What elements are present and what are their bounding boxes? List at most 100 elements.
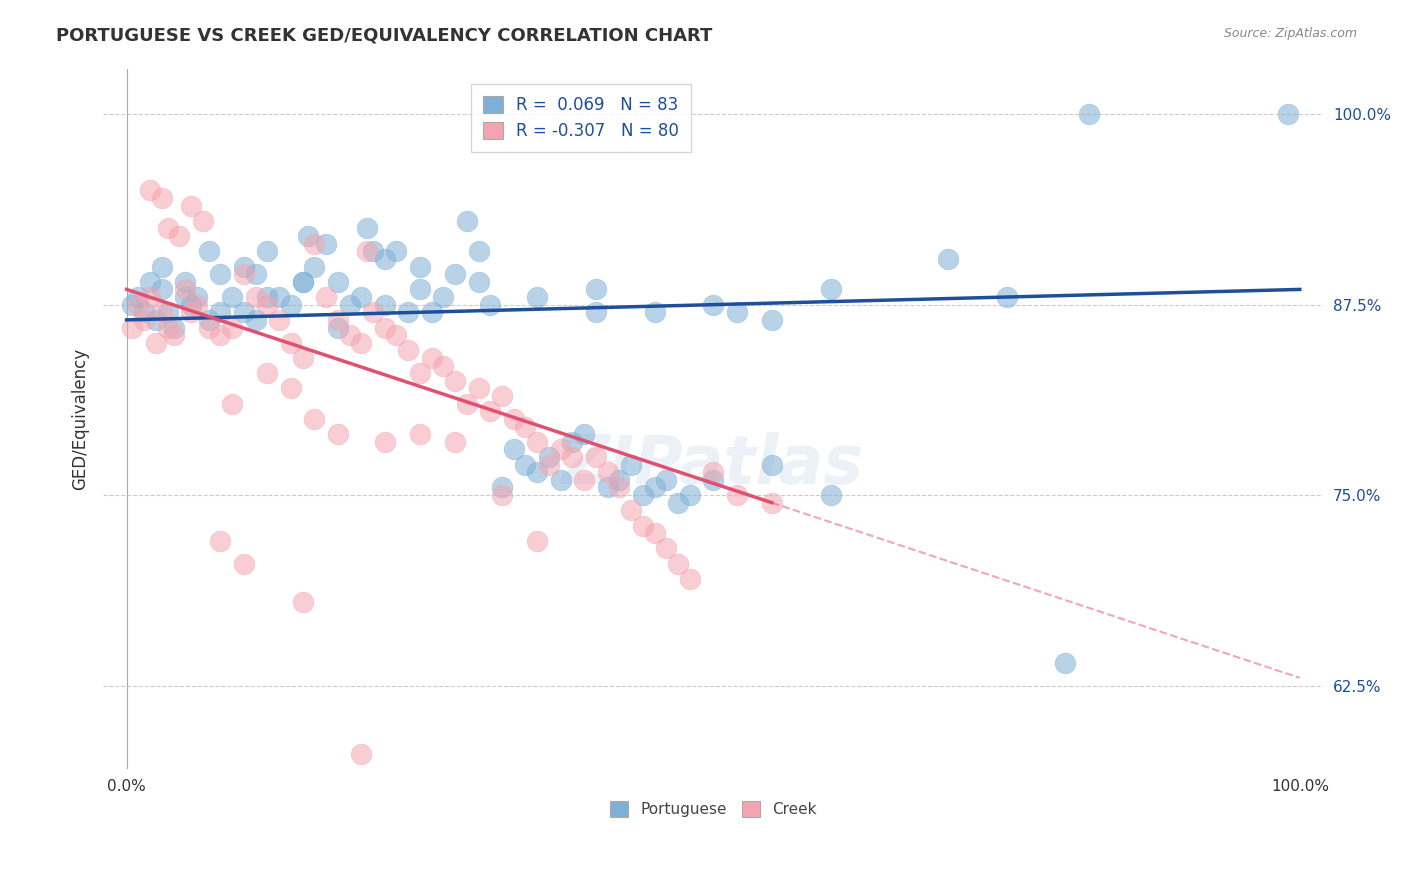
Point	[209, 328, 232, 343]
Point	[374, 320, 396, 334]
Point	[609, 480, 631, 494]
Point	[197, 320, 219, 334]
Point	[666, 557, 689, 571]
Point	[374, 434, 396, 449]
Y-axis label: GED/Equivalency: GED/Equivalency	[72, 348, 89, 490]
Point	[174, 282, 197, 296]
Point	[491, 480, 513, 494]
Point	[180, 298, 202, 312]
Point	[245, 267, 267, 281]
Point	[304, 412, 326, 426]
Point	[561, 450, 583, 464]
Point	[232, 260, 254, 274]
Point	[409, 282, 432, 296]
Point	[232, 557, 254, 571]
Point	[1077, 107, 1099, 121]
Point	[620, 458, 643, 472]
Point	[339, 298, 361, 312]
Point	[127, 290, 149, 304]
Point	[396, 343, 419, 358]
Point	[269, 290, 291, 304]
Point	[444, 267, 467, 281]
Point	[761, 496, 783, 510]
Point	[456, 397, 478, 411]
Point	[679, 572, 702, 586]
Point	[232, 267, 254, 281]
Point	[256, 366, 278, 380]
Point	[761, 458, 783, 472]
Point	[725, 488, 748, 502]
Point	[156, 305, 179, 319]
Point	[280, 335, 302, 350]
Point	[134, 313, 156, 327]
Point	[186, 298, 208, 312]
Point	[502, 442, 524, 457]
Point	[361, 305, 384, 319]
Point	[191, 214, 214, 228]
Point	[209, 305, 232, 319]
Point	[655, 541, 678, 556]
Point	[174, 290, 197, 304]
Point	[820, 282, 842, 296]
Point	[702, 465, 724, 479]
Point	[280, 298, 302, 312]
Point	[297, 229, 319, 244]
Point	[761, 313, 783, 327]
Point	[256, 298, 278, 312]
Point	[169, 229, 191, 244]
Point	[644, 526, 666, 541]
Point	[356, 244, 378, 259]
Point	[655, 473, 678, 487]
Point	[936, 252, 959, 266]
Point	[150, 305, 173, 319]
Point	[526, 434, 548, 449]
Point	[515, 419, 537, 434]
Point	[156, 320, 179, 334]
Text: Source: ZipAtlas.com: Source: ZipAtlas.com	[1223, 27, 1357, 40]
Point	[526, 465, 548, 479]
Point	[561, 434, 583, 449]
Point	[596, 465, 619, 479]
Point	[256, 244, 278, 259]
Point	[326, 275, 349, 289]
Point	[467, 381, 489, 395]
Point	[502, 412, 524, 426]
Point	[479, 404, 502, 418]
Point	[291, 275, 314, 289]
Point	[491, 488, 513, 502]
Point	[291, 275, 314, 289]
Point	[315, 290, 337, 304]
Point	[221, 290, 243, 304]
Point	[339, 328, 361, 343]
Point	[1277, 107, 1299, 121]
Point	[180, 199, 202, 213]
Point	[702, 298, 724, 312]
Point	[644, 480, 666, 494]
Point	[304, 236, 326, 251]
Point	[550, 473, 572, 487]
Point	[456, 214, 478, 228]
Point	[174, 275, 197, 289]
Point	[666, 496, 689, 510]
Point	[995, 290, 1018, 304]
Point	[197, 244, 219, 259]
Point	[280, 381, 302, 395]
Point	[180, 305, 202, 319]
Point	[361, 244, 384, 259]
Point	[245, 290, 267, 304]
Point	[145, 313, 167, 327]
Point	[356, 221, 378, 235]
Point	[256, 290, 278, 304]
Point	[572, 473, 595, 487]
Point	[350, 335, 373, 350]
Point	[326, 427, 349, 442]
Point	[150, 260, 173, 274]
Point	[537, 458, 560, 472]
Point	[409, 366, 432, 380]
Point	[596, 480, 619, 494]
Point	[150, 282, 173, 296]
Point	[291, 351, 314, 365]
Point	[725, 305, 748, 319]
Point	[409, 427, 432, 442]
Point	[420, 305, 443, 319]
